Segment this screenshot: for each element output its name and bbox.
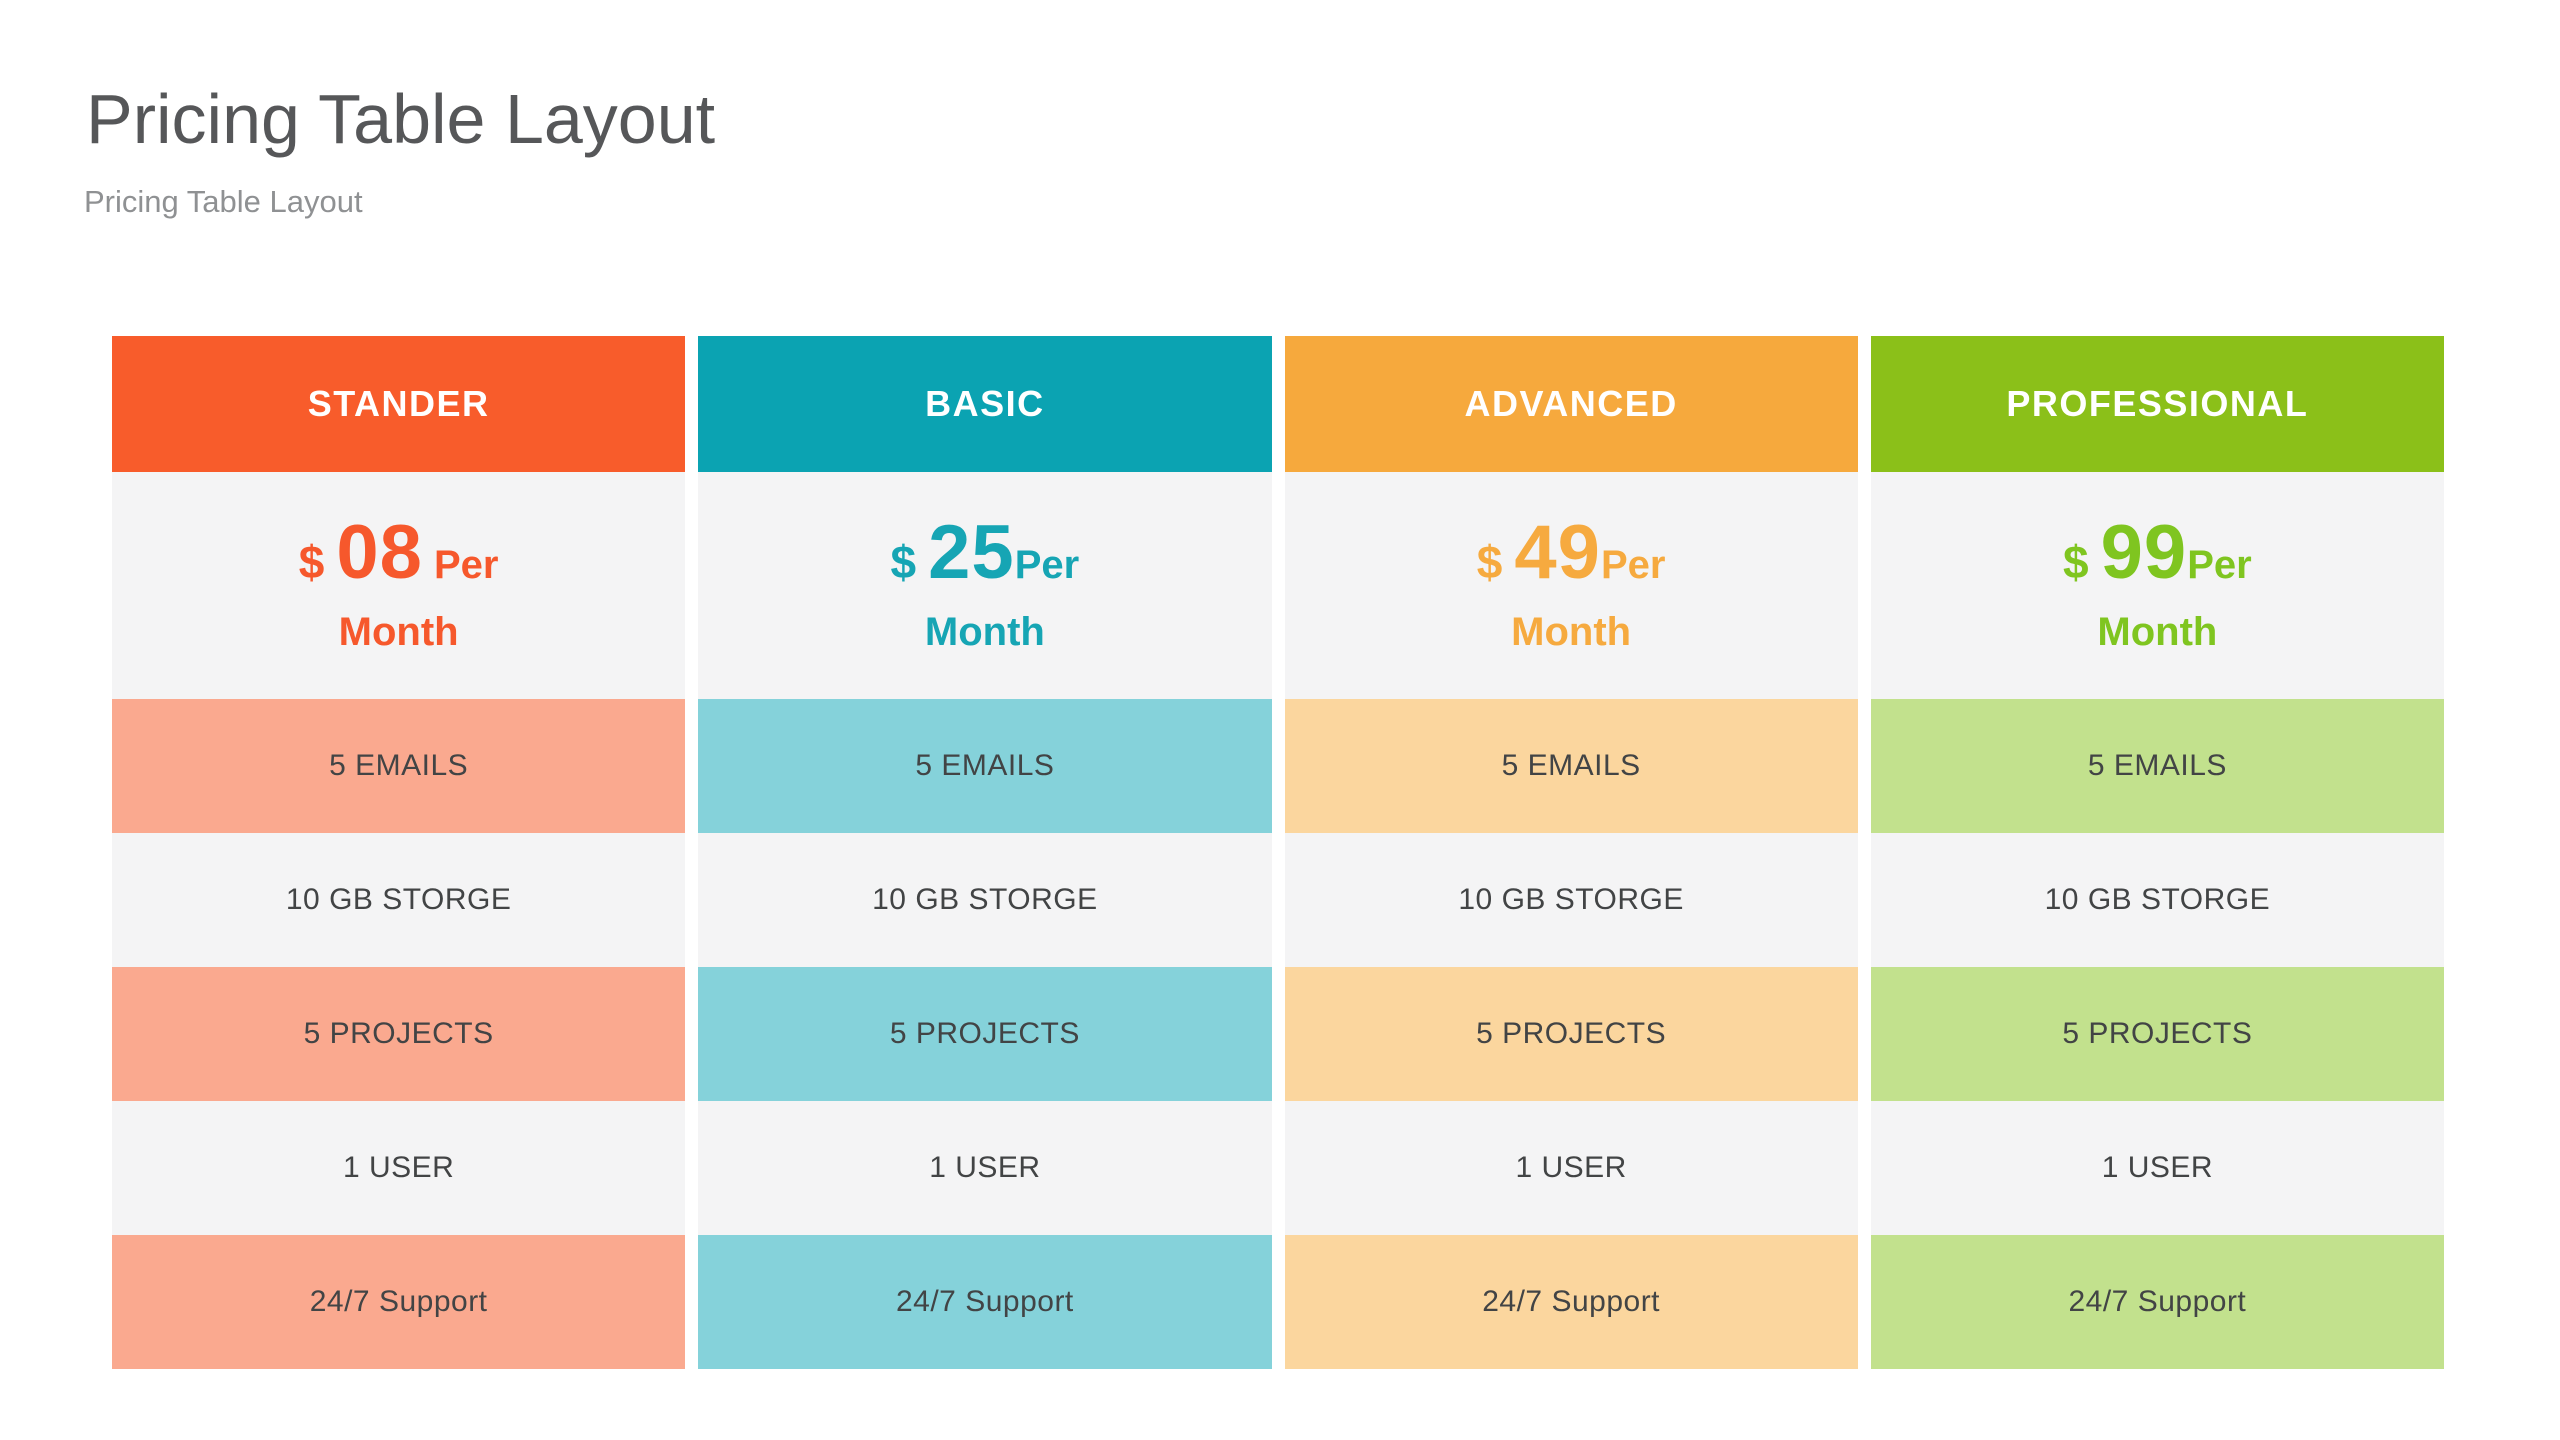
- price-currency: $: [298, 535, 325, 588]
- price-currency: $: [1476, 535, 1503, 588]
- feature-row-projects: 5 PROJECTS: [1870, 967, 2444, 1101]
- price-month-label: Month: [924, 609, 1045, 654]
- page: Pricing Table Layout Pricing Table Layou…: [0, 84, 2560, 1440]
- feature-row-emails: 5 EMAILS: [1284, 699, 1858, 833]
- price-month-label: Month: [1511, 609, 1632, 654]
- price-amount: 99: [2100, 509, 2188, 595]
- feature-row-projects: 5 PROJECTS: [698, 967, 1272, 1101]
- price-month-label: Month: [2097, 609, 2218, 654]
- feature-row-projects: 5 PROJECTS: [112, 967, 686, 1101]
- plan-header: PROFESSIONAL: [1870, 336, 2444, 472]
- feature-row-users: 1 USER: [1870, 1101, 2444, 1235]
- page-title: Pricing Table Layout: [86, 80, 716, 158]
- plan-header: ADVANCED: [1284, 336, 1858, 472]
- plan-price-block: $08 Per Month: [112, 472, 686, 699]
- price-amount: 08: [336, 509, 423, 595]
- feature-row-storage: 10 GB STORGE: [112, 833, 686, 967]
- plan-column-advanced: ADVANCED $49Per Month 5 EMAILS 10 GB STO…: [1284, 336, 1858, 1369]
- feature-row-emails: 5 EMAILS: [698, 699, 1272, 833]
- feature-row-emails: 5 EMAILS: [112, 699, 686, 833]
- plan-header: BASIC: [698, 336, 1272, 472]
- plan-price-block: $49Per Month: [1284, 472, 1858, 699]
- feature-row-storage: 10 GB STORGE: [1284, 833, 1858, 967]
- price-currency: $: [2063, 535, 2089, 588]
- price-per-label: Per: [1014, 542, 1080, 587]
- price-per-label: Per: [1600, 542, 1666, 587]
- plan-header: STANDER: [112, 336, 686, 472]
- price-per-label: Per: [422, 542, 499, 587]
- feature-row-emails: 5 EMAILS: [1870, 699, 2444, 833]
- feature-row-support: 24/7 Support: [112, 1235, 686, 1369]
- plan-price-block: $25Per Month: [698, 472, 1272, 699]
- price-currency: $: [890, 535, 917, 588]
- price-per-label: Per: [2187, 542, 2252, 587]
- feature-row-users: 1 USER: [112, 1101, 686, 1235]
- price-line: $49Per: [1477, 509, 1666, 596]
- feature-row-projects: 5 PROJECTS: [1284, 967, 1858, 1101]
- price-line: $99Per: [2063, 509, 2252, 596]
- price-amount: 49: [1514, 509, 1601, 595]
- price-line: $25Per: [891, 509, 1080, 596]
- plan-price-block: $99Per Month: [1870, 472, 2444, 699]
- price-month-label: Month: [338, 609, 459, 654]
- price-amount: 25: [928, 509, 1015, 595]
- feature-row-users: 1 USER: [698, 1101, 1272, 1235]
- plan-column-professional: PROFESSIONAL $99Per Month 5 EMAILS 10 GB…: [1870, 336, 2444, 1369]
- plan-column-basic: BASIC $25Per Month 5 EMAILS 10 GB STORGE…: [698, 336, 1272, 1369]
- feature-row-support: 24/7 Support: [1870, 1235, 2444, 1369]
- feature-row-storage: 10 GB STORGE: [698, 833, 1272, 967]
- pricing-table: STANDER $08 Per Month 5 EMAILS 10 GB STO…: [112, 336, 2444, 1369]
- feature-row-support: 24/7 Support: [698, 1235, 1272, 1369]
- plan-column-stander: STANDER $08 Per Month 5 EMAILS 10 GB STO…: [112, 336, 686, 1369]
- price-line: $08 Per: [299, 509, 499, 596]
- page-subtitle: Pricing Table Layout: [84, 184, 363, 219]
- feature-row-storage: 10 GB STORGE: [1870, 833, 2444, 967]
- feature-row-support: 24/7 Support: [1284, 1235, 1858, 1369]
- feature-row-users: 1 USER: [1284, 1101, 1858, 1235]
